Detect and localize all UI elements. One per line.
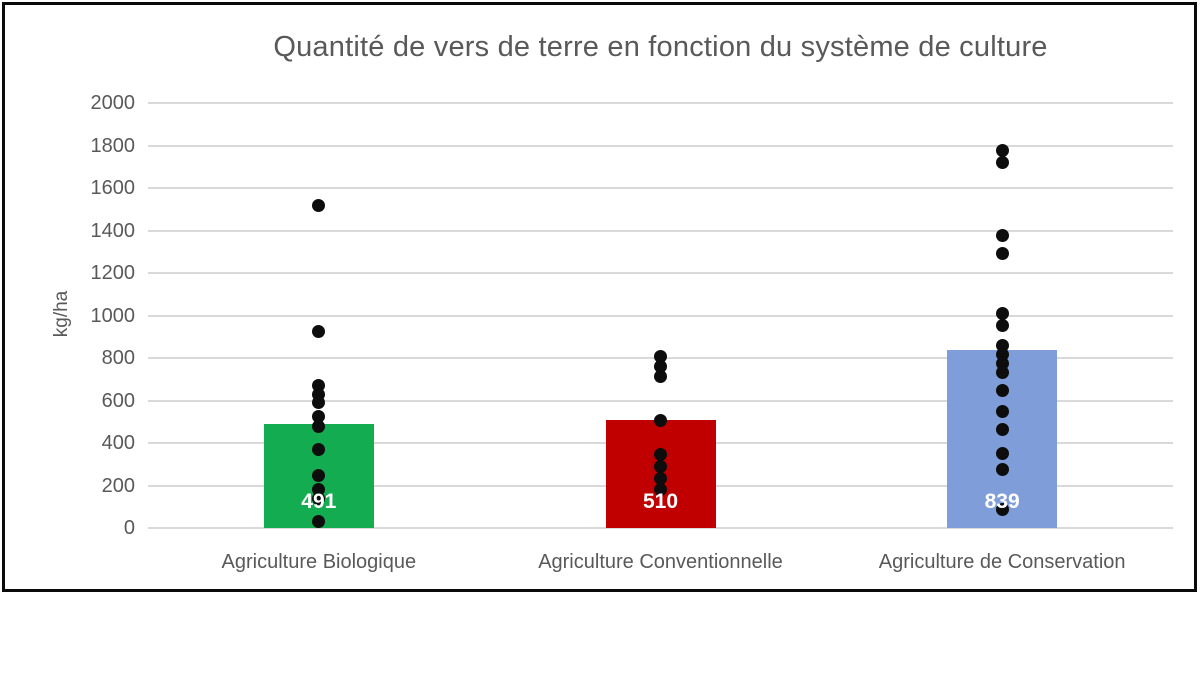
data-point [995, 422, 1009, 436]
data-point [312, 469, 326, 483]
data-point [995, 503, 1009, 517]
gridline [148, 399, 1173, 402]
value-label: 491 [301, 490, 337, 513]
data-point [654, 369, 667, 383]
data-point [654, 483, 667, 497]
data-point [312, 491, 326, 505]
bar [947, 349, 1058, 528]
y-tick-label: 1800 [90, 134, 136, 157]
gridline [148, 272, 1173, 274]
gridline [148, 102, 1173, 104]
data-point [995, 366, 1009, 380]
data-point [312, 198, 326, 212]
value-label: 510 [642, 490, 679, 513]
data-point [995, 384, 1009, 398]
data-point [995, 247, 1009, 261]
data-point [312, 442, 326, 456]
data-point [995, 318, 1009, 332]
y-tick-label: 1600 [90, 177, 136, 199]
y-tick-label: 2000 [90, 92, 136, 114]
y-tick-label: 0 [123, 517, 135, 539]
data-point [995, 144, 1009, 158]
chart-frame[interactable]: Quantité de vers de terre en fonction du… [2, 2, 1197, 592]
y-tick-label: 1200 [90, 262, 136, 284]
gridline [148, 527, 1173, 529]
y-tick-label: 800 [101, 347, 135, 369]
data-point [995, 229, 1009, 243]
data-point [654, 414, 667, 428]
gridline [148, 314, 1173, 317]
chart-title: Quantité de vers de terre en fonction du… [273, 31, 1048, 63]
category-label: Agriculture Biologique [221, 551, 417, 573]
data-point [995, 463, 1009, 477]
y-tick-label: 200 [101, 474, 135, 497]
data-point [995, 306, 1009, 320]
data-point [312, 396, 326, 410]
y-tick-label: 400 [101, 432, 135, 454]
data-point [995, 447, 1009, 461]
y-tick-label: 1000 [90, 304, 136, 327]
category-label: Agriculture de Conservation [878, 551, 1126, 573]
data-point [995, 404, 1009, 418]
gridline [148, 144, 1173, 147]
gridline [148, 229, 1173, 232]
data-point [312, 419, 326, 433]
y-tick-label: 1400 [90, 219, 136, 242]
data-point [654, 448, 667, 462]
data-point [995, 156, 1009, 169]
data-point [654, 459, 667, 473]
data-point [312, 515, 326, 529]
value-label: 839 [984, 490, 1020, 513]
y-tick-label: 600 [101, 389, 135, 412]
data-point [312, 324, 326, 338]
gridline [148, 187, 1173, 189]
data-point [654, 471, 667, 485]
category-label: Agriculture Conventionnelle [538, 551, 783, 573]
